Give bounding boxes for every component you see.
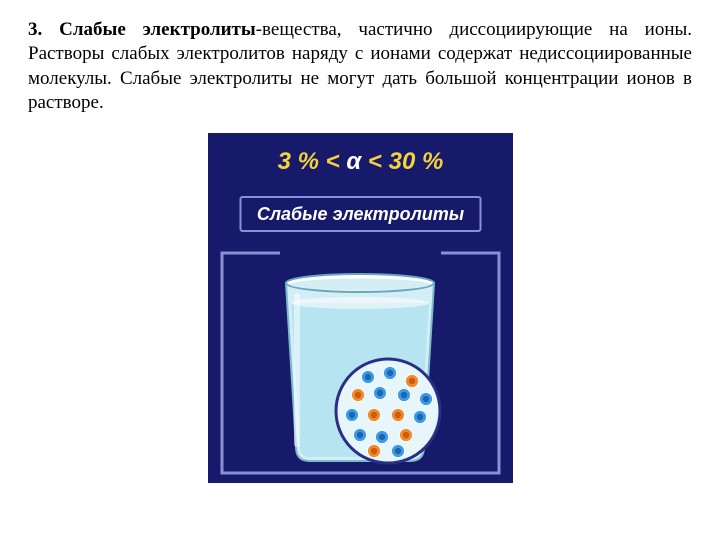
paragraph-lead: 3. Слабые электролиты: [28, 19, 256, 40]
body-paragraph: 3. Слабые электролиты-вещества, частично…: [28, 18, 692, 115]
electrolyte-figure: 3 % < α < 30 % Слабые электролиты: [208, 133, 513, 488]
svg-text:Слабые электролиты: Слабые электролиты: [256, 204, 464, 224]
figure-container: 3 % < α < 30 % Слабые электролиты: [28, 133, 692, 488]
svg-text:3 % < α < 30 %: 3 % < α < 30 %: [277, 148, 443, 175]
document-page: 3. Слабые электролиты-вещества, частично…: [0, 0, 720, 488]
